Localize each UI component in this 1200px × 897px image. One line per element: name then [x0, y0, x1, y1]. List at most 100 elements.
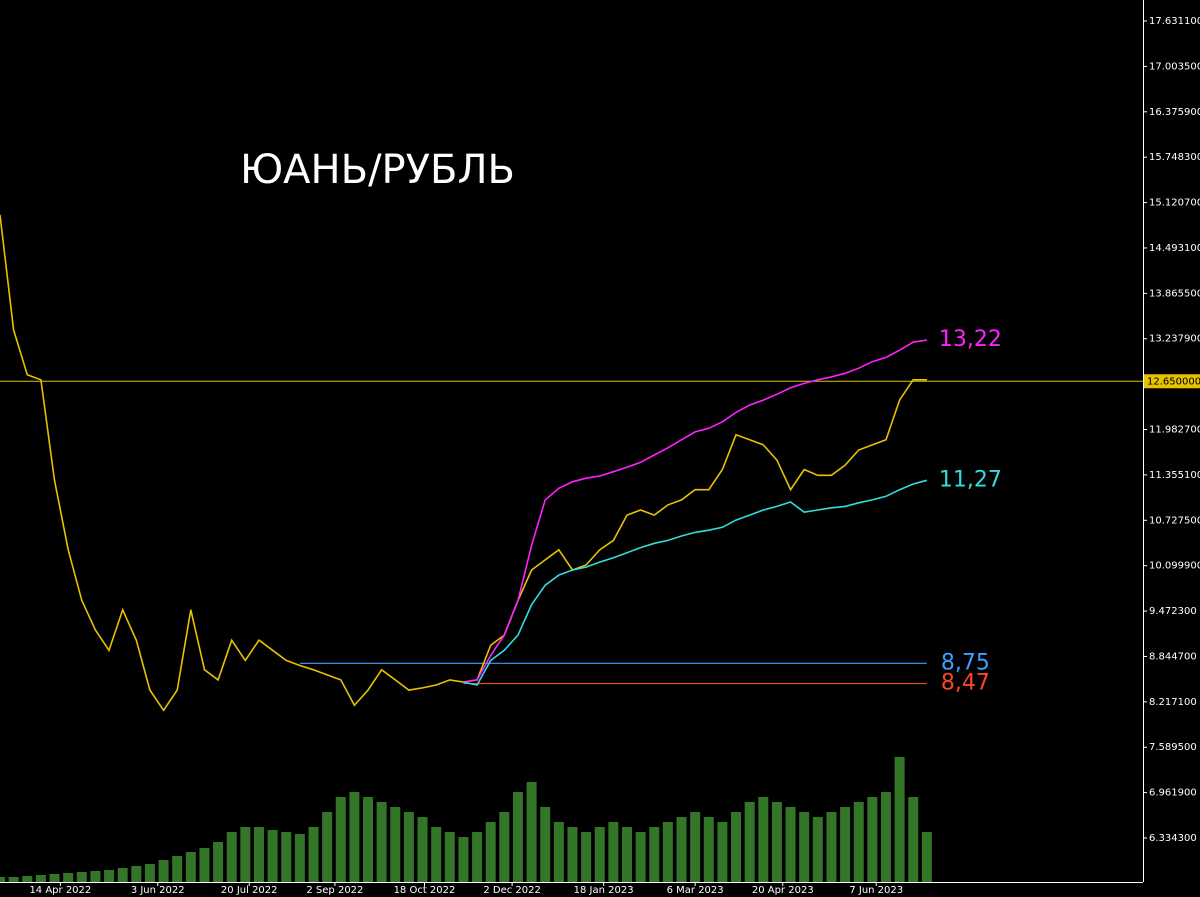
- x-tick-label: 20 Jul 2022: [221, 885, 278, 896]
- x-tick-label: 7 Jun 2023: [849, 885, 903, 896]
- volume-bar: [22, 876, 33, 882]
- volume-bar: [853, 802, 864, 882]
- level-label: 8,75: [941, 650, 990, 675]
- volume-bar: [690, 812, 701, 882]
- x-tick-label: 2 Dec 2022: [483, 885, 541, 896]
- volume-bar: [131, 866, 142, 882]
- volume-bar: [363, 797, 374, 882]
- volume-bar: [376, 802, 387, 882]
- volume-bar: [49, 874, 60, 882]
- volume-bar: [826, 812, 837, 882]
- volume-bar: [35, 875, 46, 882]
- volume-bar: [403, 812, 414, 882]
- y-tick-label: 15.748300: [1149, 152, 1200, 163]
- volume-bar: [90, 871, 101, 882]
- volume-bar: [158, 860, 169, 882]
- volume-bar: [308, 827, 319, 882]
- x-tick-label: 20 Apr 2023: [752, 885, 814, 896]
- volume-bar: [417, 817, 428, 882]
- volume-bar: [499, 812, 510, 882]
- volume-bar: [731, 812, 742, 882]
- volume-bar: [662, 822, 673, 882]
- x-tick-label: 3 Jun 2022: [131, 885, 185, 896]
- y-tick-label: 9.472300: [1149, 606, 1197, 617]
- volume-bar: [458, 837, 469, 882]
- volume-bar: [185, 852, 196, 882]
- y-tick-label: 8.217100: [1149, 697, 1197, 708]
- volume-bar: [567, 827, 578, 882]
- volume-bar: [867, 797, 878, 882]
- volume-bar: [880, 792, 891, 882]
- volume-bar: [213, 842, 224, 882]
- volume-bar: [594, 827, 605, 882]
- x-tick-label: 18 Oct 2022: [394, 885, 456, 896]
- y-tick-label: 8.844700: [1149, 651, 1197, 662]
- y-tick-label: 14.493100: [1149, 243, 1200, 254]
- volume-bar: [431, 827, 442, 882]
- volume-bar: [703, 817, 714, 882]
- volume-bar: [63, 873, 74, 882]
- volume-bar: [444, 832, 455, 882]
- y-tick-label: 7.589500: [1149, 742, 1197, 753]
- volume-bar: [104, 870, 115, 882]
- x-tick-label: 2 Sep 2022: [306, 885, 363, 896]
- series-line: [463, 479, 928, 686]
- volume-bar: [349, 792, 360, 882]
- volume-bar: [921, 832, 932, 882]
- volume-bar: [322, 812, 333, 882]
- y-tick-label: 11.982700: [1149, 425, 1200, 436]
- series-line: [463, 339, 928, 683]
- volume-bar: [608, 822, 619, 882]
- price-label-box: [1144, 374, 1200, 389]
- volume-bar: [812, 817, 823, 882]
- volume-bar: [281, 832, 292, 882]
- y-tick-label: 6.961900: [1149, 788, 1197, 799]
- volume-bar: [144, 864, 155, 882]
- volume-bar: [758, 797, 769, 882]
- y-tick-label: 15.120700: [1149, 198, 1200, 209]
- x-tick-label: 6 Mar 2023: [667, 885, 724, 896]
- volume-bar: [744, 802, 755, 882]
- y-tick-label: 13.865500: [1149, 288, 1200, 299]
- volume-bar: [581, 832, 592, 882]
- volume-bar: [172, 856, 183, 882]
- volume-bar: [649, 827, 660, 882]
- volume-bar: [621, 827, 632, 882]
- volume-bar: [799, 812, 810, 882]
- volume-bar: [635, 832, 646, 882]
- y-tick-label: 10.099900: [1149, 561, 1200, 572]
- volume-bar: [0, 877, 5, 882]
- volume-bar: [76, 872, 87, 882]
- volume-bar: [553, 822, 564, 882]
- series-label: 11,27: [939, 467, 1002, 492]
- volume-bar: [512, 792, 523, 882]
- y-tick-label: 13.237900: [1149, 334, 1200, 345]
- price-label: 12.650000: [1147, 376, 1200, 387]
- volume-bar: [226, 832, 237, 882]
- volume-bar: [253, 827, 264, 882]
- y-tick-label: 10.727500: [1149, 515, 1200, 526]
- volume-bar: [894, 757, 905, 882]
- volume-bar: [908, 797, 919, 882]
- volume-bar: [294, 834, 305, 882]
- chart-title: ЮАНЬ/РУБЛЬ: [240, 147, 515, 193]
- volume-bar: [717, 822, 728, 882]
- y-tick-label: 11.355100: [1149, 470, 1200, 481]
- level-label: 8,47: [941, 671, 990, 696]
- y-tick-label: 16.375900: [1149, 107, 1200, 118]
- volume-bar: [676, 817, 687, 882]
- volume-bar: [840, 807, 851, 882]
- volume-bar: [267, 830, 278, 882]
- volume-bar: [540, 807, 551, 882]
- volume-bar: [771, 802, 782, 882]
- volume-bar: [117, 868, 128, 882]
- volume-bar: [390, 807, 401, 882]
- x-tick-label: 14 Apr 2022: [29, 885, 91, 896]
- volume-bar: [199, 848, 210, 882]
- series-label: 13,22: [939, 327, 1002, 352]
- volume-bar: [785, 807, 796, 882]
- y-tick-label: 17.631100: [1149, 16, 1200, 27]
- volume-bar: [472, 832, 483, 882]
